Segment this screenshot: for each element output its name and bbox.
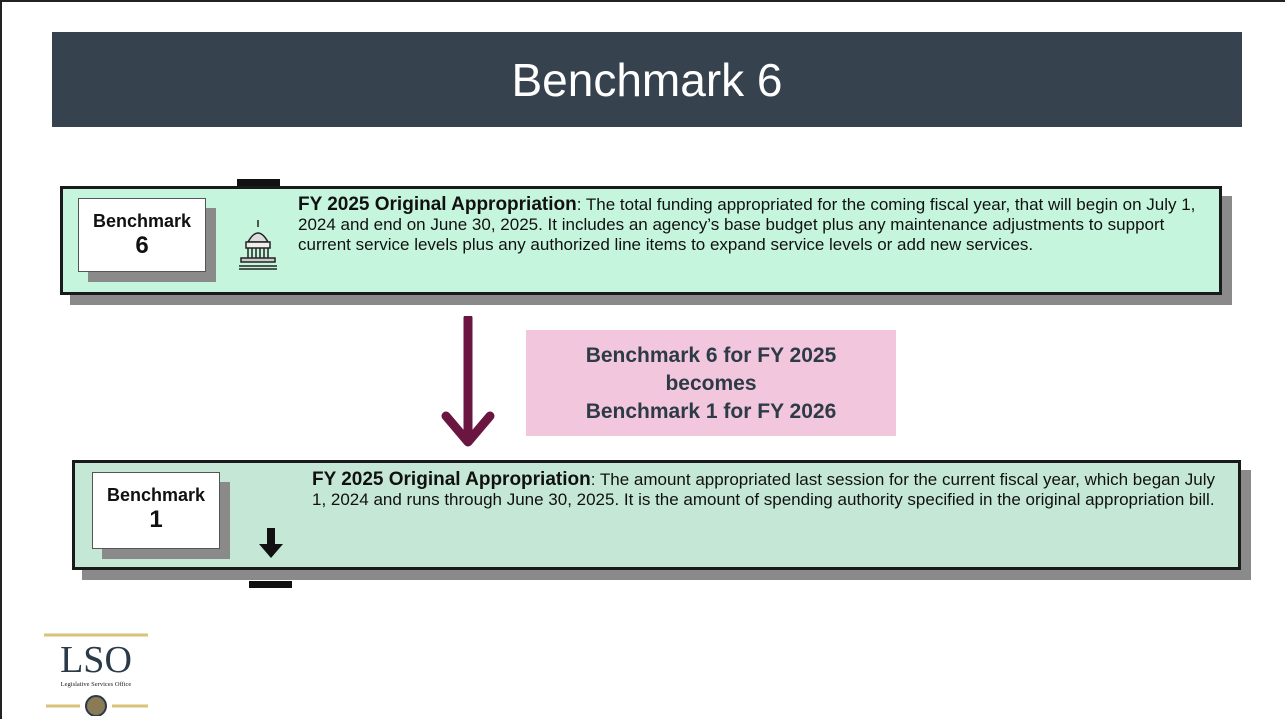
transition-note: Benchmark 6 for FY 2025 becomes Benchmar… — [526, 330, 896, 436]
down-arrow — [441, 316, 495, 447]
badge-label: Benchmark — [106, 485, 206, 505]
transition-line: Benchmark 1 for FY 2026 — [585, 400, 837, 423]
logo-name: LSO — [60, 639, 132, 681]
definition-text: : The total funding appropriated for the… — [298, 195, 1196, 254]
logo-subtitle: Legislative Services Office — [61, 681, 132, 688]
small-down-arrow — [259, 528, 283, 558]
capitol-icon — [239, 220, 277, 270]
definition-text: : The amount appropriated last session f… — [312, 470, 1216, 509]
term: FY 2025 Original Appropriation — [312, 469, 591, 490]
term: FY 2025 Original Appropriation — [298, 194, 577, 215]
title-bar: Benchmark 6 — [52, 32, 1242, 127]
badge-number: 6 — [135, 232, 149, 259]
transition-line: becomes — [665, 372, 757, 395]
title: Benchmark 6 — [511, 53, 783, 106]
badge: Benchmark 1 — [92, 472, 220, 549]
tab — [237, 179, 280, 187]
badge-number: 1 — [149, 506, 163, 533]
definition: FY 2025 Original Appropriation: The tota… — [298, 195, 1208, 255]
tab — [249, 581, 292, 588]
logo: LSO Legislative Services Office — [44, 633, 148, 716]
badge: Benchmark 6 — [78, 198, 206, 272]
definition-box — [72, 460, 1241, 570]
badge-label: Benchmark — [92, 211, 192, 231]
transition-line: Benchmark 6 for FY 2025 — [585, 344, 837, 367]
definition: FY 2025 Original Appropriation: The amou… — [312, 470, 1222, 510]
